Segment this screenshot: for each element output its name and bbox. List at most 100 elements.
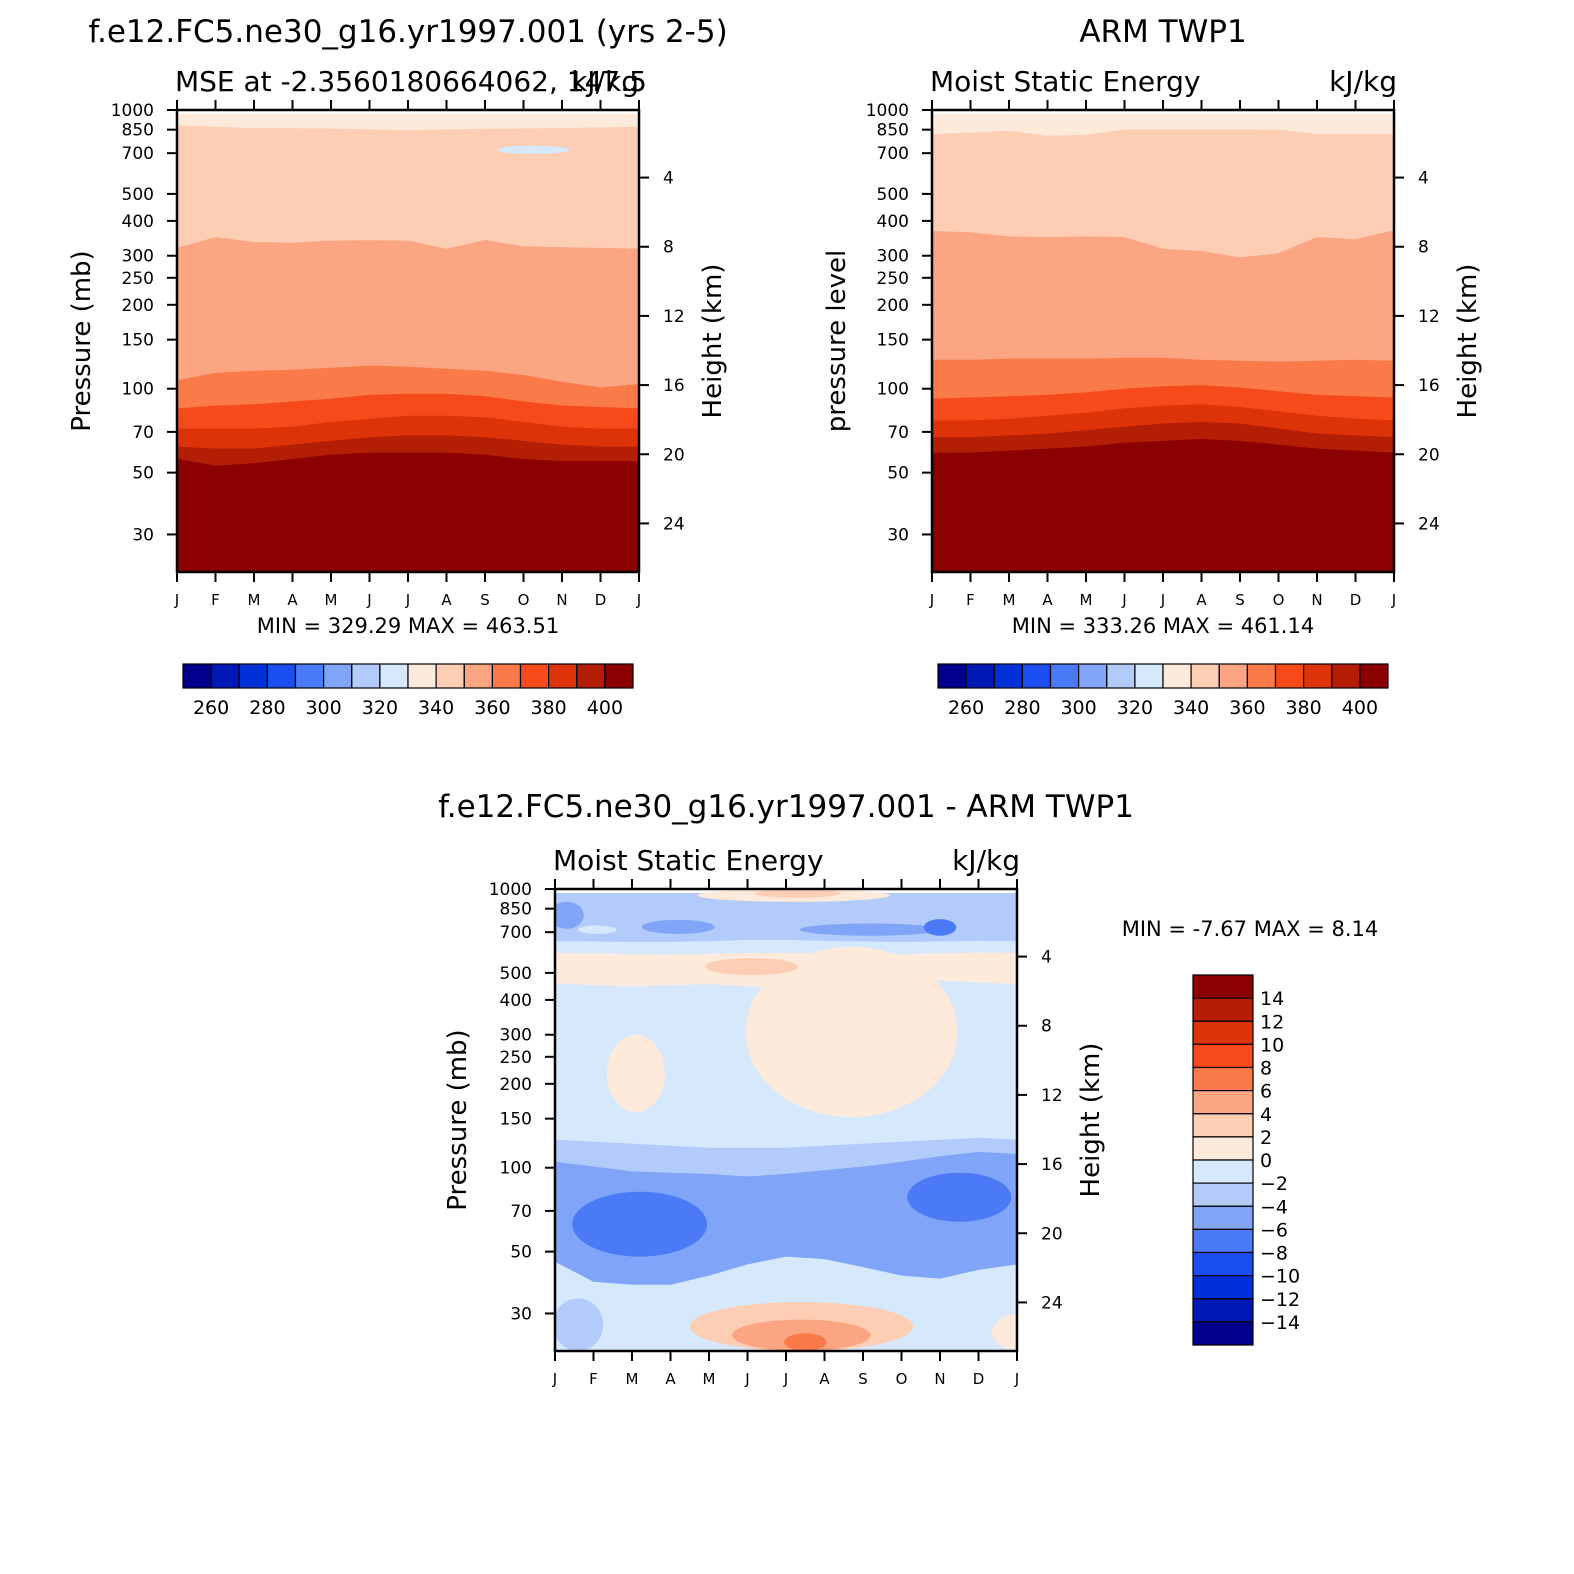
obs-y-tick-label-12: 1000	[866, 101, 909, 121]
obs-band-7	[932, 114, 1394, 136]
diff-colorbar-label-5: 4	[1260, 1104, 1272, 1126]
diff-contour-blob-10	[641, 919, 715, 934]
diff-x-tick-label-4: M	[703, 1370, 716, 1388]
model-colorbar-label-1: 280	[249, 697, 285, 719]
model-y-label: Pressure (mb)	[67, 250, 97, 431]
diff-colorbar-label-2: 10	[1260, 1034, 1284, 1056]
obs-x-tick-label-9: O	[1273, 591, 1285, 609]
model-y2-tick-label-3: 12	[663, 307, 685, 327]
diff-x-tick-label-1: F	[589, 1370, 598, 1388]
model-y-tick-label-8: 400	[122, 212, 154, 232]
diff-y-tick-label-4: 150	[500, 1110, 532, 1130]
diff-x-tick-label-6: J	[783, 1370, 788, 1388]
diff-contour-blob-6	[907, 1172, 1012, 1222]
obs-y-tick-label-11: 850	[877, 121, 909, 141]
model-y-tick-label-3: 100	[122, 380, 154, 400]
model-x-tick-label-2: M	[248, 591, 261, 609]
obs-x-tick-label-3: A	[1042, 591, 1053, 609]
obs-contour-field	[932, 114, 1394, 572]
diff-colorbar-label-6: 2	[1260, 1127, 1272, 1149]
obs-y-tick-label-3: 100	[877, 380, 909, 400]
diff-y2-tick-label-2: 16	[1041, 1155, 1063, 1175]
obs-y-label: pressure level	[822, 250, 852, 432]
obs-y-tick-label-9: 500	[877, 185, 909, 205]
obs-y-tick-label-7: 300	[877, 247, 909, 267]
obs-colorbar-label-7: 400	[1342, 697, 1378, 719]
obs-y2-tick-label-5: 4	[1418, 169, 1429, 189]
model-x-tick-label-7: A	[441, 591, 452, 609]
model-colorbar: 260 280 300 320 340 360 380 400	[182, 663, 634, 719]
model-band-7	[177, 114, 639, 130]
obs-y-tick-label-10: 700	[877, 144, 909, 164]
diff-contour-field	[555, 889, 1017, 1351]
obs-colorbar-box-5	[1077, 663, 1108, 689]
model-colorbar-label-3: 320	[362, 697, 398, 719]
diff-colorbar-box-3	[1192, 1043, 1254, 1069]
obs-y2-tick-label-1: 20	[1418, 445, 1440, 465]
model-colorbar-box-4	[294, 663, 325, 689]
obs-x-tick-label-7: A	[1196, 591, 1207, 609]
obs-colorbar-label-2: 300	[1060, 697, 1096, 719]
diff-contour-blob-4	[555, 1298, 604, 1351]
diff-colorbar-box-10	[1192, 1205, 1254, 1231]
diff-colorbar-label-11: −8	[1260, 1243, 1288, 1265]
diff-x-tick-label-3: A	[665, 1370, 676, 1388]
obs-colorbar-box-2	[993, 663, 1023, 689]
diff-x-tick-label-9: O	[896, 1370, 908, 1388]
obs-y2-tick-label-0: 24	[1418, 514, 1440, 534]
obs-x-tick-label-4: M	[1080, 591, 1093, 609]
obs-colorbar-box-11	[1246, 663, 1277, 689]
obs-y2-label: Height (km)	[1453, 264, 1483, 419]
obs-y-tick-label-1: 50	[887, 464, 909, 484]
obs-colorbar-box-7	[1134, 663, 1164, 689]
diff-x-tick-label-8: S	[858, 1370, 868, 1388]
model-x-tick-label-4: M	[325, 591, 338, 609]
model-colorbar-label-7: 400	[587, 697, 623, 719]
model-colorbar-box-11	[491, 663, 522, 689]
diff-colorbar-box-4	[1192, 1066, 1254, 1092]
obs-y-tick-label-4: 150	[877, 331, 909, 351]
diff-colorbar-box-11	[1192, 1228, 1254, 1254]
diff-colorbar-label-14: −14	[1260, 1312, 1300, 1334]
model-colorbar-label-2: 300	[305, 697, 341, 719]
model-colorbar-label-5: 360	[474, 697, 510, 719]
diff-contour-blob-13	[555, 901, 584, 929]
model-y-tick-label-12: 1000	[111, 101, 154, 121]
model-contour-blob-0	[496, 145, 570, 154]
model-y2-tick-label-5: 4	[663, 169, 674, 189]
model-y-tick-label-10: 700	[122, 144, 154, 164]
diff-colorbar-label-9: −4	[1260, 1196, 1288, 1218]
diff-y-tick-label-10: 700	[500, 923, 532, 943]
diff-subtitle-left: Moist Static Energy	[553, 844, 824, 877]
model-colorbar-label-0: 260	[193, 697, 229, 719]
obs-y2-tick-label-2: 16	[1418, 376, 1440, 396]
diff-colorbar-box-12	[1192, 1251, 1254, 1277]
model-colorbar-box-6	[351, 663, 381, 689]
model-x-tick-label-12: J	[636, 591, 641, 609]
diff-colorbar-label-12: −10	[1260, 1266, 1300, 1288]
model-y-tick-label-2: 70	[132, 423, 154, 443]
obs-colorbar-box-9	[1190, 663, 1220, 689]
diff-colorbar-box-6	[1192, 1113, 1254, 1138]
diff-y-tick-label-3: 100	[500, 1159, 532, 1179]
obs-colorbar-box-13	[1302, 663, 1333, 689]
diff-y-label: Pressure (mb)	[443, 1029, 473, 1210]
model-x-tick-label-9: O	[518, 591, 530, 609]
diff-x-tick-label-5: J	[744, 1370, 749, 1388]
obs-y-tick-label-0: 30	[887, 525, 909, 545]
model-colorbar-box-0	[182, 663, 212, 689]
diff-y-tick-label-6: 250	[500, 1048, 532, 1068]
obs-colorbar-box-12	[1274, 663, 1305, 689]
obs-subtitle-left: Moist Static Energy	[930, 65, 1201, 98]
model-colorbar-box-9	[435, 663, 465, 689]
obs-colorbar-box-10	[1218, 663, 1249, 689]
model-colorbar-box-10	[463, 663, 493, 689]
obs-colorbar-box-0	[937, 663, 967, 689]
diff-y2-tick-label-3: 12	[1041, 1086, 1063, 1106]
diff-colorbar-label-3: 8	[1260, 1058, 1272, 1080]
obs-colorbar-label-5: 360	[1229, 697, 1265, 719]
